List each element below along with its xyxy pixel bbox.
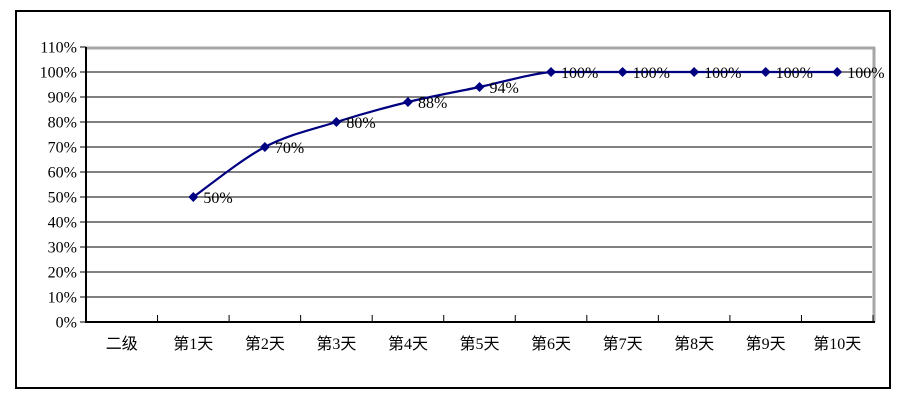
data-point-label: 100% [847, 65, 884, 82]
data-point-label: 94% [490, 80, 519, 97]
data-point-label: 100% [561, 65, 598, 82]
y-tick-label: 10% [48, 290, 77, 307]
data-point-label: 100% [704, 65, 741, 82]
y-tick-label: 40% [48, 215, 77, 232]
x-category-label: 第2天 [245, 335, 285, 353]
data-point-marker [474, 82, 485, 92]
data-point-marker [617, 67, 628, 77]
data-point-marker [546, 67, 557, 77]
x-category-label: 第8天 [674, 335, 714, 353]
y-tick-label: 90% [48, 90, 77, 107]
x-category-label: 第10天 [813, 335, 861, 353]
data-point-marker [832, 67, 843, 77]
x-category-label: 二级 [106, 335, 138, 353]
data-point-marker [188, 192, 199, 202]
y-tick-label: 70% [48, 140, 77, 157]
y-tick-label: 80% [48, 115, 77, 132]
series-line [192, 70, 838, 198]
data-point-label: 100% [776, 65, 813, 82]
y-tick-label: 0% [56, 315, 77, 332]
x-category-label: 第7天 [603, 335, 643, 353]
data-point-label: 50% [203, 190, 232, 207]
data-point-marker [259, 142, 270, 152]
x-category-label: 第1天 [173, 335, 213, 353]
x-category-label: 第6天 [531, 335, 571, 353]
data-point-label: 70% [275, 140, 304, 157]
data-point-label: 80% [346, 115, 375, 132]
x-category-label: 第3天 [316, 335, 356, 353]
y-tick-label: 60% [48, 165, 77, 182]
data-point-label: 88% [418, 95, 447, 112]
y-tick-label: 20% [48, 265, 77, 282]
y-tick-label: 50% [48, 190, 77, 207]
x-category-label: 第5天 [459, 335, 499, 353]
chart-outer-border [15, 10, 891, 389]
data-point-marker [402, 97, 413, 107]
data-point-marker [331, 117, 342, 127]
y-tick-label: 100% [40, 65, 77, 82]
y-tick-label: 110% [40, 40, 77, 57]
x-category-label: 第9天 [746, 335, 786, 353]
y-tick-label: 30% [48, 240, 77, 257]
x-category-label: 第4天 [388, 335, 428, 353]
data-point-label: 100% [633, 65, 670, 82]
data-point-marker [760, 67, 771, 77]
data-point-marker [689, 67, 700, 77]
